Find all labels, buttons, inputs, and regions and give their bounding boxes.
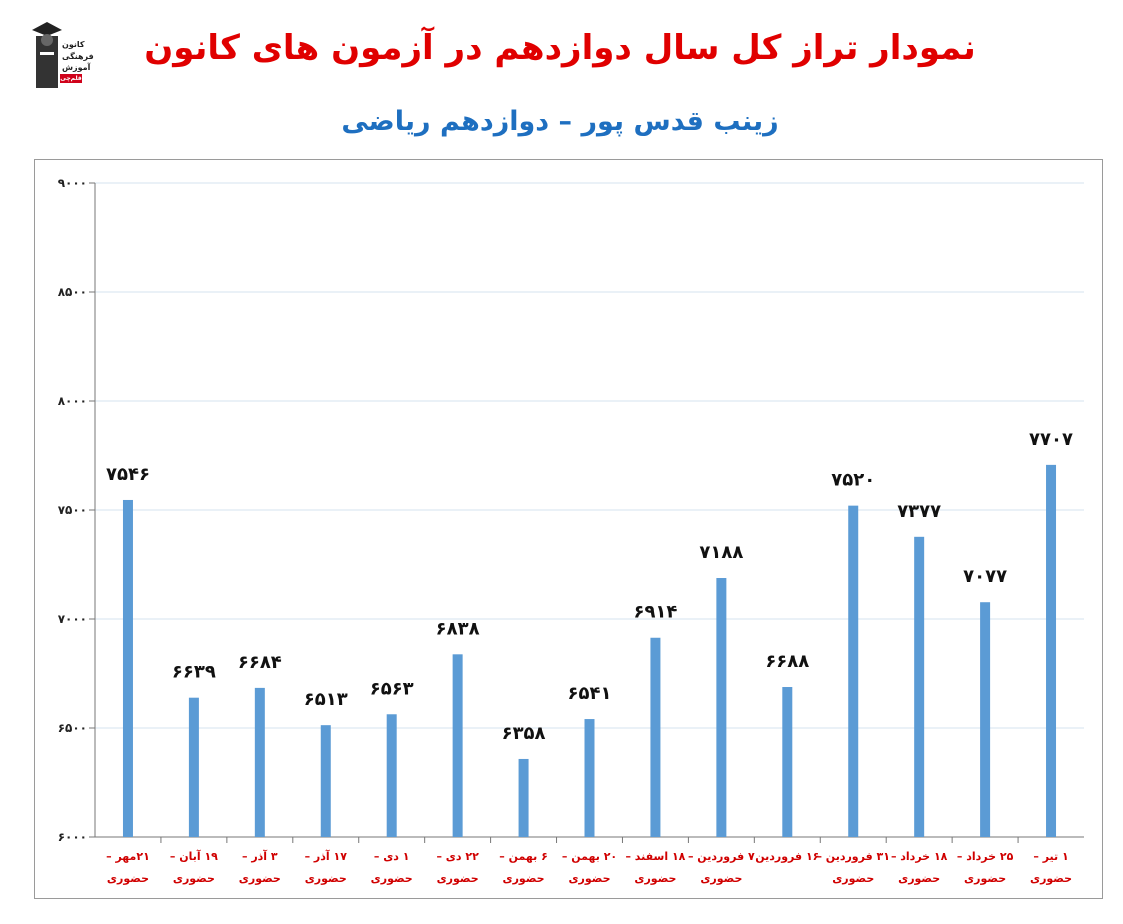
x-tick-label: ۱۶ فروردین xyxy=(755,850,819,863)
x-tick-label: ۱ تیر – xyxy=(1033,850,1068,863)
bar xyxy=(782,687,793,837)
bar xyxy=(452,654,463,837)
chart-frame xyxy=(34,159,1103,899)
x-tick-label: حضوری xyxy=(568,872,610,885)
bar xyxy=(1046,464,1057,837)
bar xyxy=(320,725,331,837)
x-tick-label: ۱ دی – xyxy=(374,850,410,863)
x-tick-label: حضوری xyxy=(239,872,281,885)
x-tick-label: حضوری xyxy=(700,872,742,885)
data-label: ۷۱۸۸ xyxy=(699,542,743,563)
y-tick-label: ۷۵۰۰ xyxy=(58,503,87,517)
x-tick-label: ۳ آذر – xyxy=(242,849,278,863)
logo-line-1: کانون xyxy=(62,40,85,49)
y-tick-label: ۶۰۰۰ xyxy=(58,830,87,844)
bar xyxy=(914,536,925,837)
x-tick-label: حضوری xyxy=(898,872,940,885)
data-label: ۷۰۷۷ xyxy=(963,566,1007,587)
x-tick-label: ۲۲ دی – xyxy=(436,850,479,863)
x-tick-label: ۶ بهمن – xyxy=(499,850,548,863)
x-tick-label: ۱۸ اسفند – xyxy=(625,850,685,863)
data-label: ۷۷۰۷ xyxy=(1029,429,1073,450)
x-tick-label: ۲۰ بهمن – xyxy=(562,850,617,863)
x-tick-label: حضوری xyxy=(964,872,1006,885)
x-tick-label: ۲۱مهر – xyxy=(106,850,150,863)
data-label: ۷۵۴۶ xyxy=(106,464,150,485)
x-tick-label: حضوری xyxy=(437,872,479,885)
x-tick-label: ۱۷ آذر – xyxy=(305,849,348,863)
y-tick-label: ۹۰۰۰ xyxy=(58,176,87,190)
x-tick-label: حضوری xyxy=(503,872,545,885)
data-label: ۶۶۸۴ xyxy=(238,652,282,673)
data-label: ۶۹۱۴ xyxy=(633,602,677,623)
x-tick-label: ۲۵ خرداد – xyxy=(957,850,1014,863)
x-tick-label: ۱۹ آبان – xyxy=(170,849,218,863)
x-tick-label: ۳۱ فروردین – xyxy=(816,850,890,863)
bar xyxy=(848,505,859,837)
y-tick-label: ۸۰۰۰ xyxy=(58,394,87,408)
x-tick-label: حضوری xyxy=(173,872,215,885)
y-tick-label: ۸۵۰۰ xyxy=(58,285,87,299)
data-label: ۷۳۷۷ xyxy=(897,501,941,522)
bar xyxy=(188,697,199,837)
data-label: ۷۵۲۰ xyxy=(831,470,875,491)
x-tick-label: حضوری xyxy=(371,872,413,885)
x-tick-label: حضوری xyxy=(107,872,149,885)
data-label: ۶۶۸۸ xyxy=(765,651,809,672)
x-tick-label: حضوری xyxy=(305,872,347,885)
y-tick-label: ۷۰۰۰ xyxy=(58,612,87,626)
bar xyxy=(122,499,133,837)
graduate-logo-icon xyxy=(32,22,62,88)
x-tick-label: حضوری xyxy=(634,872,676,885)
x-tick-label: ۱۸ خرداد – xyxy=(891,850,948,863)
bar xyxy=(254,687,265,837)
x-tick-label: ۷ فروردین – xyxy=(688,850,755,863)
bar xyxy=(716,578,727,837)
data-label: ۶۵۶۳ xyxy=(370,678,414,699)
x-tick-label: حضوری xyxy=(832,872,874,885)
data-label: ۶۶۳۹ xyxy=(172,662,216,683)
chart-title: نمودار تراز کل سال دوازدهم در آزمون های … xyxy=(144,28,976,68)
bar xyxy=(650,637,661,837)
data-label: ۶۸۳۸ xyxy=(436,618,480,639)
bar xyxy=(584,719,595,837)
logo-line-2: فرهنگی xyxy=(62,52,94,61)
x-tick-label: حضوری xyxy=(1030,872,1072,885)
logo-line-3: آموزش xyxy=(62,63,91,72)
logo-badge: قلم‌چی xyxy=(60,74,82,83)
bar xyxy=(518,758,529,837)
bar xyxy=(980,602,991,837)
bar xyxy=(386,714,397,837)
chart-subtitle: زینب قدس پور – دوازدهم ریاضی xyxy=(341,106,779,137)
data-label: ۶۵۴۱ xyxy=(568,683,612,704)
y-tick-label: ۶۵۰۰ xyxy=(58,721,87,735)
data-label: ۶۵۱۳ xyxy=(304,689,348,710)
data-label: ۶۳۵۸ xyxy=(502,723,546,744)
